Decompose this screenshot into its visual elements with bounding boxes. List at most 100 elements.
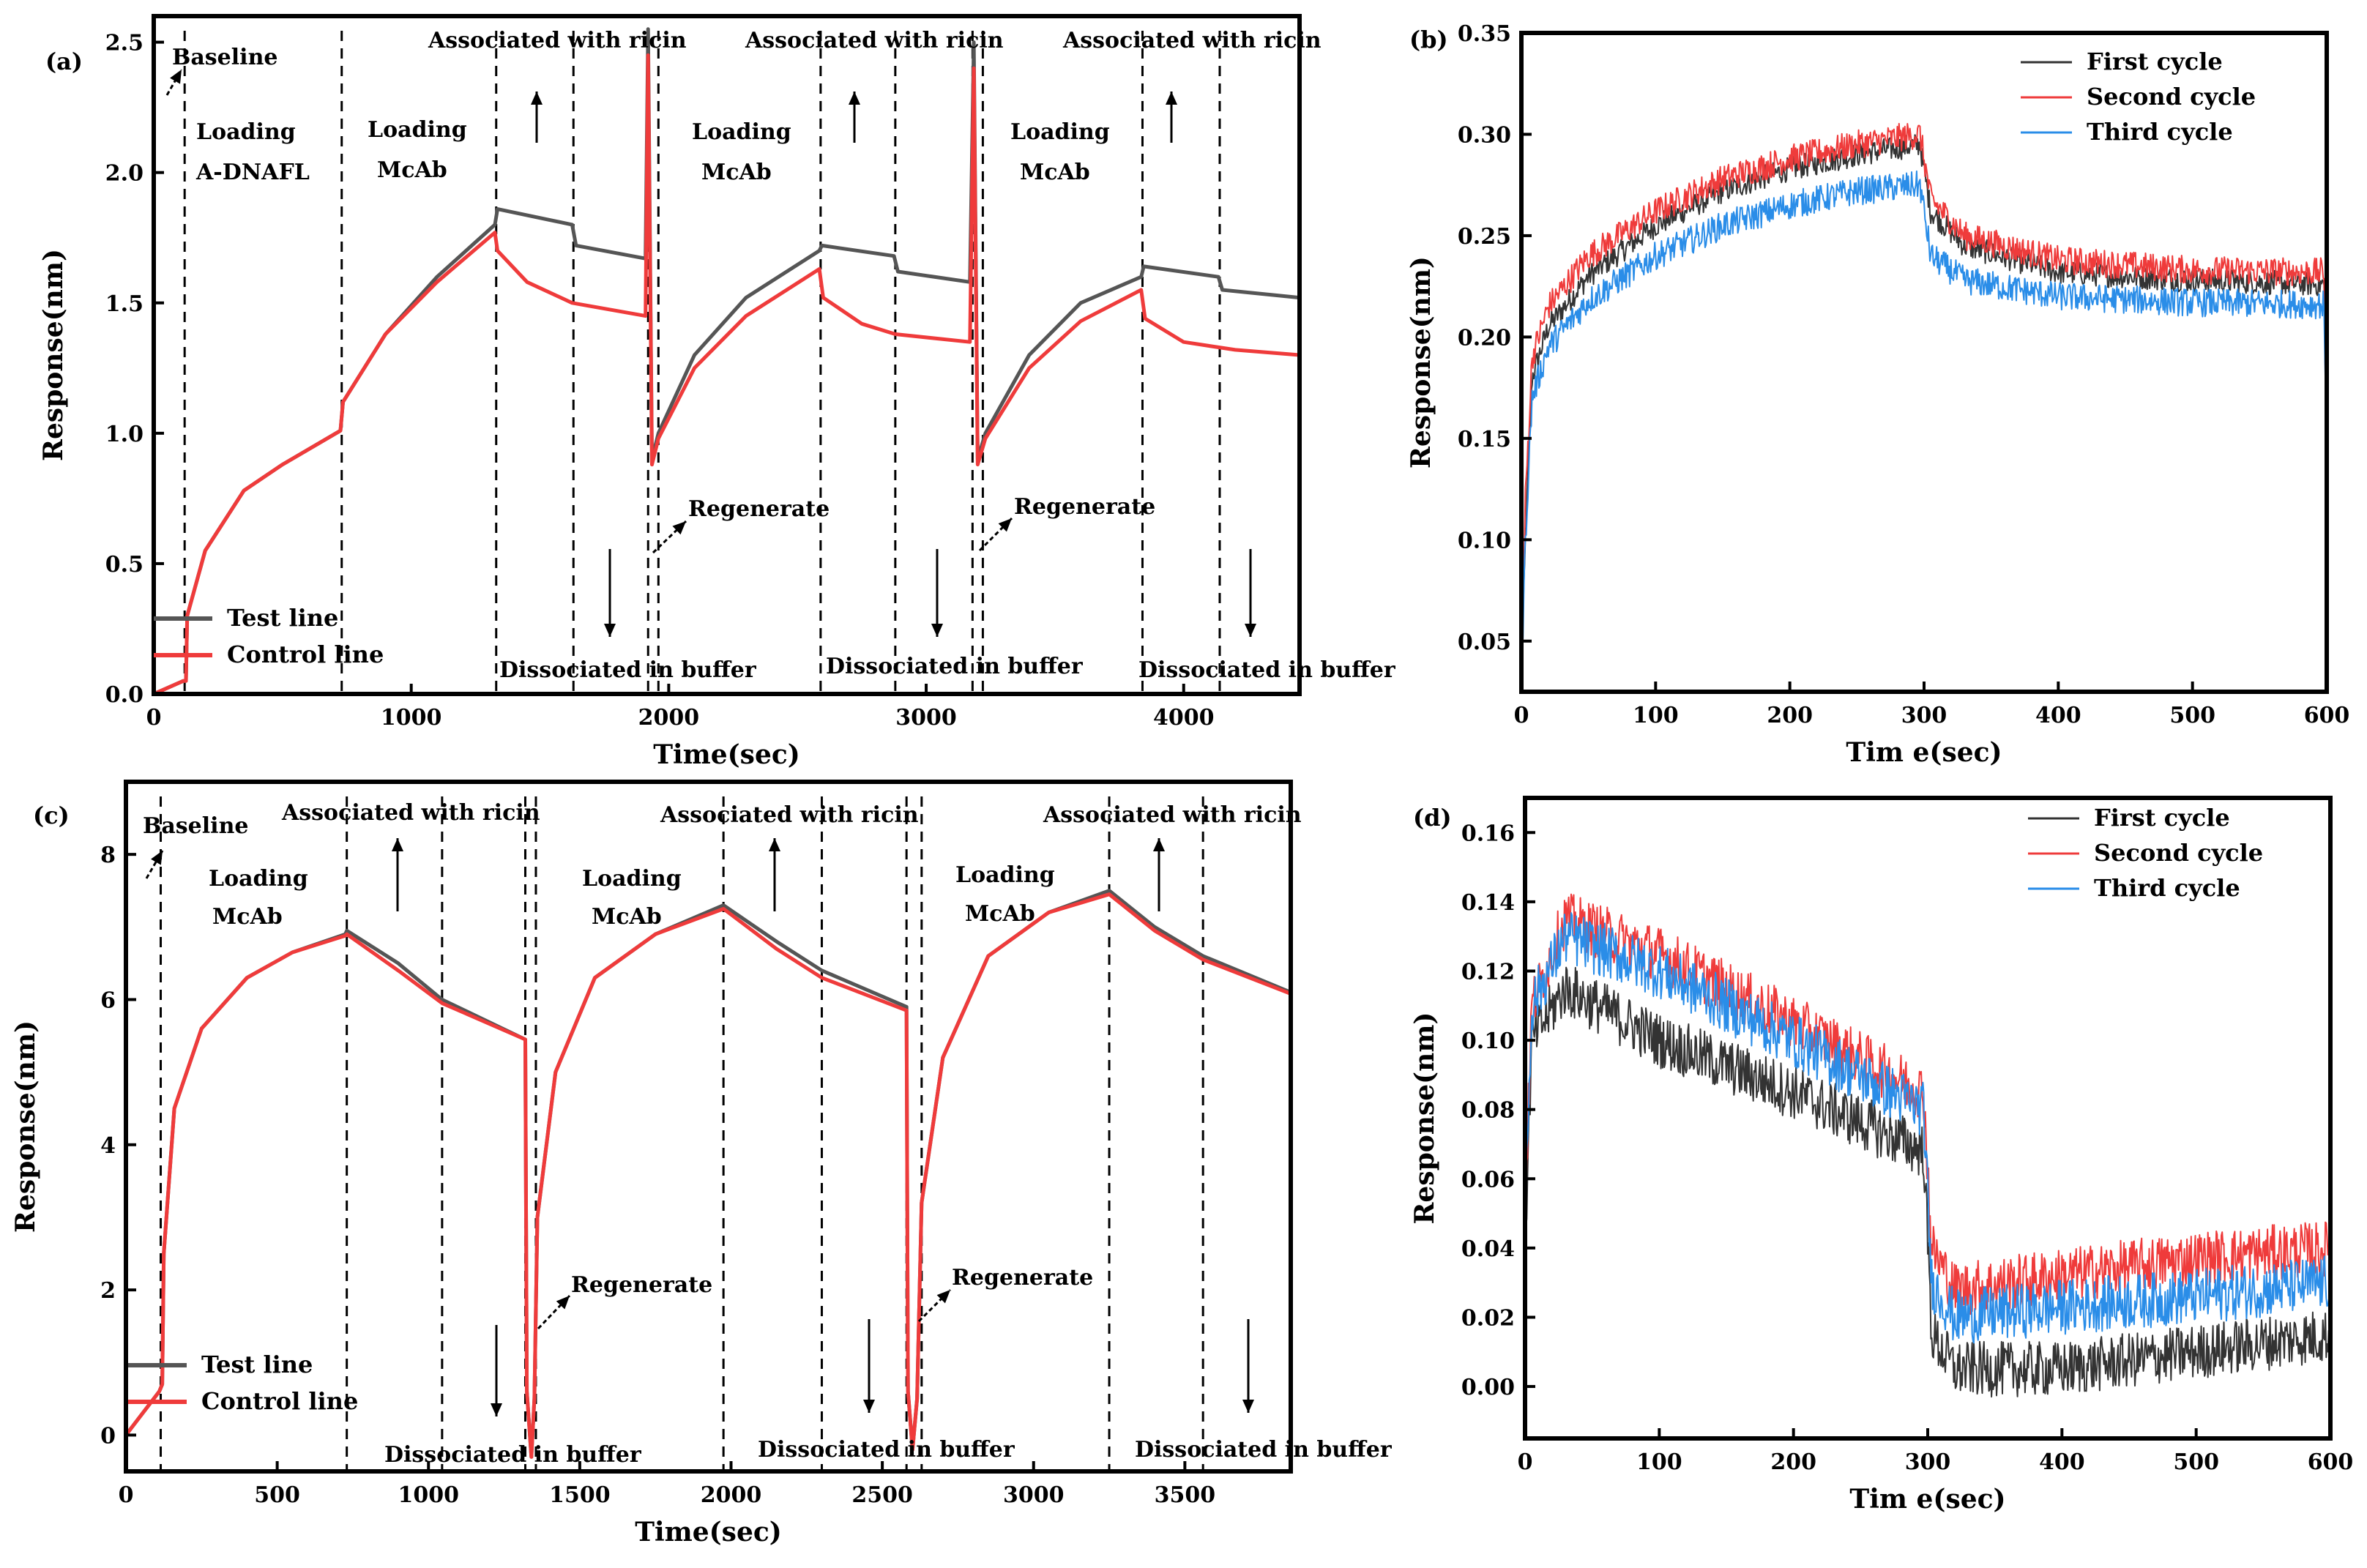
- annotation-arrow-line: [145, 850, 164, 879]
- x-axis-label: Time(sec): [653, 739, 800, 770]
- panel-label: (b): [1409, 26, 1448, 53]
- annotation-arrow-head: [1245, 624, 1256, 637]
- phase-annotation: Loading: [955, 862, 1055, 888]
- plot-area: [154, 27, 1300, 694]
- y-axis-label: Response(nm): [1406, 256, 1436, 468]
- legend-entry: Control line: [227, 641, 384, 668]
- y-tick-label: 0.05: [1458, 630, 1511, 655]
- annotation-arrow-head: [151, 851, 163, 865]
- annotation-arrow-head: [672, 521, 686, 535]
- x-tick-label: 100: [1636, 1449, 1682, 1475]
- y-tick-label: 0.12: [1461, 959, 1515, 985]
- x-tick-label: 0: [1518, 1449, 1533, 1475]
- phase-annotation: Regenerate: [952, 1265, 1093, 1291]
- panel-label: (c): [33, 802, 70, 829]
- phase-annotation: Dissociated in buffer: [826, 654, 1084, 679]
- y-tick-label: 0.25: [1458, 224, 1511, 250]
- y-axis-label: Response(nm): [10, 1020, 41, 1233]
- x-tick-label: 2000: [638, 705, 700, 731]
- phase-annotation: Associated with ricin: [1043, 802, 1302, 828]
- annotation-arrow-head: [392, 838, 403, 851]
- phase-annotation: Associated with ricin: [281, 800, 540, 826]
- y-tick-label: 0.15: [1458, 427, 1511, 452]
- phase-annotation: A-DNAFL: [195, 160, 310, 185]
- phase-annotation: Regenerate: [688, 496, 830, 522]
- y-tick-label: 0.0: [105, 682, 143, 708]
- annotation-arrow-head: [491, 1403, 502, 1416]
- annotation-arrow-head: [863, 1400, 875, 1413]
- y-tick-label: 0.00: [1461, 1375, 1515, 1400]
- y-tick-label: 0.04: [1461, 1236, 1515, 1262]
- x-tick-label: 500: [2169, 703, 2215, 728]
- legend-entry: First cycle: [2087, 48, 2223, 75]
- x-tick-label: 400: [2039, 1449, 2085, 1475]
- phase-annotation: Loading: [582, 866, 682, 892]
- x-tick-label: 0: [146, 705, 162, 731]
- x-tick-label: 2000: [701, 1482, 762, 1508]
- y-tick-label: 6: [100, 988, 116, 1013]
- annotation-arrow-head: [1242, 1400, 1254, 1413]
- phase-annotation: Loading: [692, 119, 791, 145]
- y-tick-label: 2.0: [105, 161, 143, 187]
- x-tick-label: 600: [2304, 703, 2350, 728]
- panel-label: (d): [1413, 804, 1452, 832]
- y-tick-label: 0.5: [105, 552, 143, 578]
- chart-panel-d: 0 100 200 300 400 500 600 0.00 0.02 0.04 0.06 0.08 0…: [1409, 796, 2354, 1515]
- annotation-arrow-head: [931, 624, 943, 637]
- y-tick-label: 0.10: [1458, 528, 1511, 553]
- x-tick-label: 600: [2308, 1449, 2354, 1475]
- series-line-control-line: [126, 892, 1291, 1459]
- x-axis-label: Tim e(sec): [1849, 1484, 2005, 1515]
- x-tick-label: 500: [2173, 1449, 2219, 1475]
- x-tick-label: 3000: [1003, 1482, 1065, 1508]
- panel-label: (a): [45, 48, 83, 75]
- series-line-third-cycle: [1521, 170, 2327, 680]
- y-tick-label: 0.08: [1461, 1098, 1515, 1124]
- y-tick-label: 0: [100, 1423, 116, 1449]
- y-tick-label: 0.35: [1458, 21, 1511, 47]
- phase-annotation: Associated with ricin: [1062, 28, 1322, 53]
- phase-annotation: Loading: [209, 866, 308, 892]
- phase-annotation: Loading: [368, 117, 467, 143]
- legend-entry: First cycle: [2094, 804, 2230, 832]
- phase-annotation: Loading: [196, 119, 296, 145]
- annotation-arrow-head: [1153, 838, 1165, 851]
- phase-annotation: Dissociated in buffer: [1138, 657, 1396, 683]
- x-tick-label: 0: [1514, 703, 1529, 728]
- x-tick-label: 200: [1770, 1449, 1816, 1475]
- legend-entry: Test line: [201, 1351, 313, 1378]
- plot-area: [1525, 893, 2330, 1398]
- y-tick-label: 0.02: [1461, 1305, 1515, 1331]
- x-tick-label: 500: [254, 1482, 300, 1508]
- phase-annotation: Dissociated in buffer: [499, 657, 757, 683]
- x-tick-label: 4000: [1153, 705, 1215, 731]
- phase-annotation: McAb: [377, 157, 447, 183]
- phase-annotation: Dissociated in buffer: [384, 1442, 642, 1468]
- phase-annotation: Associated with ricin: [428, 28, 687, 53]
- phase-annotation: Associated with ricin: [745, 28, 1004, 53]
- series-line-third-cycle: [1525, 912, 2330, 1344]
- phase-annotation: Baseline: [172, 45, 277, 70]
- y-tick-label: 0.10: [1461, 1028, 1515, 1054]
- phase-annotation: Regenerate: [571, 1272, 712, 1298]
- series-line-control-line: [154, 53, 1300, 694]
- annotation-arrow-head: [604, 624, 616, 637]
- y-tick-label: 0.20: [1458, 325, 1511, 351]
- plot-frame: [152, 14, 1302, 696]
- chart-panel-b: 0 100 200 300 400 500 600 0.05 0.10 0.15 0.20 0.25 0…: [1406, 21, 2349, 768]
- legend-entry: Second cycle: [2087, 83, 2256, 111]
- plot-area: [126, 889, 1291, 1459]
- plot-area: [1521, 122, 2327, 692]
- annotation-arrow-head: [531, 92, 543, 105]
- series-line-first-cycle: [1525, 966, 2330, 1398]
- x-tick-label: 0: [119, 1482, 134, 1508]
- y-axis-label: Response(nm): [1409, 1012, 1440, 1225]
- annotation-arrow-head: [769, 838, 780, 851]
- y-axis-label: Response(nm): [38, 249, 69, 461]
- y-tick-label: 4: [100, 1133, 116, 1159]
- x-tick-label: 400: [2035, 703, 2081, 728]
- x-tick-label: 3500: [1155, 1482, 1216, 1508]
- phase-annotation: McAb: [592, 904, 662, 930]
- chart-panel-c: 0 500 1000 1500 2000 2500 3000 3500 0 2 4 6 8 Time(se…: [10, 780, 1393, 1548]
